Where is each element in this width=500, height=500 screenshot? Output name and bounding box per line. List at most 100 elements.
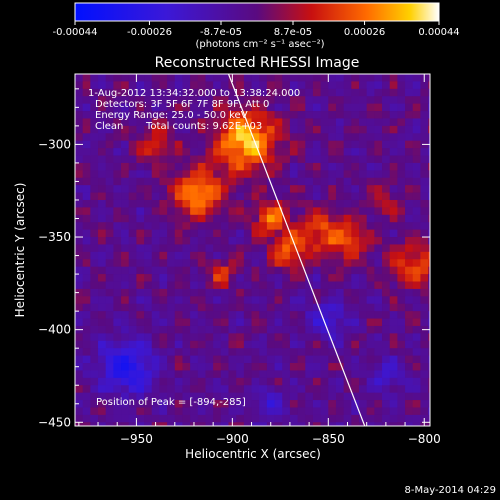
heatmap-cell [228, 170, 237, 179]
heatmap-cell [405, 214, 414, 223]
heatmap-cell [274, 96, 283, 105]
heatmap-cell [159, 281, 168, 290]
heatmap-cell [266, 355, 275, 364]
heatmap-cell [335, 192, 345, 201]
heatmap-cell [397, 355, 406, 364]
heatmap-cell [428, 81, 430, 90]
heatmap-cell [320, 377, 329, 386]
heatmap-cell [167, 162, 176, 171]
heatmap-cell [343, 148, 352, 156]
heatmap-cell [312, 288, 322, 297]
heatmap-cell [266, 199, 275, 208]
heatmap-cell [251, 96, 260, 105]
heatmap-cell [259, 355, 268, 364]
heatmap-cell [182, 103, 191, 112]
heatmap-cell [197, 185, 206, 193]
heatmap-cell [274, 370, 283, 379]
heatmap-cell [205, 229, 214, 238]
heatmap-cell [382, 214, 391, 223]
heatmap-cell [289, 296, 298, 305]
heatmap-cell [144, 318, 153, 327]
heatmap-cell [351, 237, 360, 245]
heatmap-cell [205, 237, 214, 245]
heatmap-cell [205, 274, 214, 282]
heatmap-cell [312, 274, 322, 282]
heatmap-cell [190, 148, 199, 156]
heatmap-cell [397, 311, 406, 319]
heatmap-cell [351, 370, 360, 379]
heatmap-cell [351, 177, 360, 186]
heatmap-cell [182, 74, 191, 82]
heatmap-cell [366, 340, 375, 349]
heatmap-cell [320, 288, 329, 297]
heatmap-cell [151, 296, 160, 305]
heatmap-cell [75, 214, 84, 223]
heatmap-cell [312, 370, 322, 379]
heatmap-cell [397, 118, 406, 127]
heatmap-cell [343, 214, 352, 223]
heatmap-cell [167, 281, 176, 290]
heatmap-cell [75, 118, 84, 127]
heatmap-cell [82, 170, 91, 179]
heatmap-cell [236, 325, 245, 334]
heatmap-cell [259, 140, 268, 149]
heatmap-cell [282, 318, 291, 327]
heatmap-cell [182, 133, 191, 142]
heatmap-cell [305, 244, 314, 253]
heatmap-cell [289, 140, 298, 149]
heatmap-cell [236, 96, 245, 105]
heatmap-cell [382, 392, 391, 401]
heatmap-cell [105, 222, 114, 231]
heatmap-cell [128, 162, 137, 171]
heatmap-cell [82, 363, 91, 371]
heatmap-cell [190, 288, 199, 297]
heatmap-cell [236, 177, 245, 186]
heatmap-cell [167, 355, 176, 364]
heatmap-cell [343, 103, 352, 112]
heatmap-cell [412, 333, 421, 342]
heatmap-cell [389, 133, 398, 142]
heatmap-cell [335, 414, 345, 423]
heatmap-cell [113, 355, 122, 364]
heatmap-cell [266, 118, 275, 127]
heatmap-cell [351, 81, 360, 90]
heatmap-cell [90, 407, 99, 416]
heatmap-cell [75, 348, 84, 356]
heatmap-cell [128, 385, 137, 394]
heatmap-cell [136, 385, 145, 394]
heatmap-cell [328, 355, 337, 364]
heatmap-cell [397, 96, 406, 105]
heatmap-cell [82, 177, 91, 186]
heatmap-cell [236, 140, 245, 149]
heatmap-cell [428, 407, 430, 416]
heatmap-cell [174, 251, 183, 260]
heatmap-cell [259, 88, 268, 97]
heatmap-cell [190, 385, 199, 394]
heatmap-cell [190, 392, 199, 401]
heatmap-cell [282, 222, 291, 231]
heatmap-cell [159, 237, 168, 245]
heatmap-cell [412, 303, 421, 312]
heatmap-cell [213, 140, 222, 149]
heatmap-cell [82, 414, 91, 423]
heatmap-cell [374, 140, 383, 149]
heatmap-cell [159, 192, 168, 201]
heatmap-cell [320, 214, 329, 223]
heatmap-cell [174, 318, 183, 327]
heatmap-cell [428, 414, 430, 423]
heatmap-cell [289, 407, 298, 416]
heatmap-cell [251, 251, 260, 260]
heatmap-cell [105, 318, 114, 327]
heatmap-cell [144, 185, 153, 193]
heatmap-cell [151, 407, 160, 416]
heatmap-cell [320, 96, 329, 105]
heatmap-cell [121, 348, 130, 356]
heatmap-cell [335, 318, 345, 327]
heatmap-cell [289, 377, 298, 386]
heatmap-cell [428, 111, 430, 119]
heatmap-cell [90, 170, 99, 179]
heatmap-cell [82, 281, 91, 290]
heatmap-cell [205, 296, 214, 305]
heatmap-cell [297, 392, 306, 401]
heatmap-cell [236, 303, 245, 312]
